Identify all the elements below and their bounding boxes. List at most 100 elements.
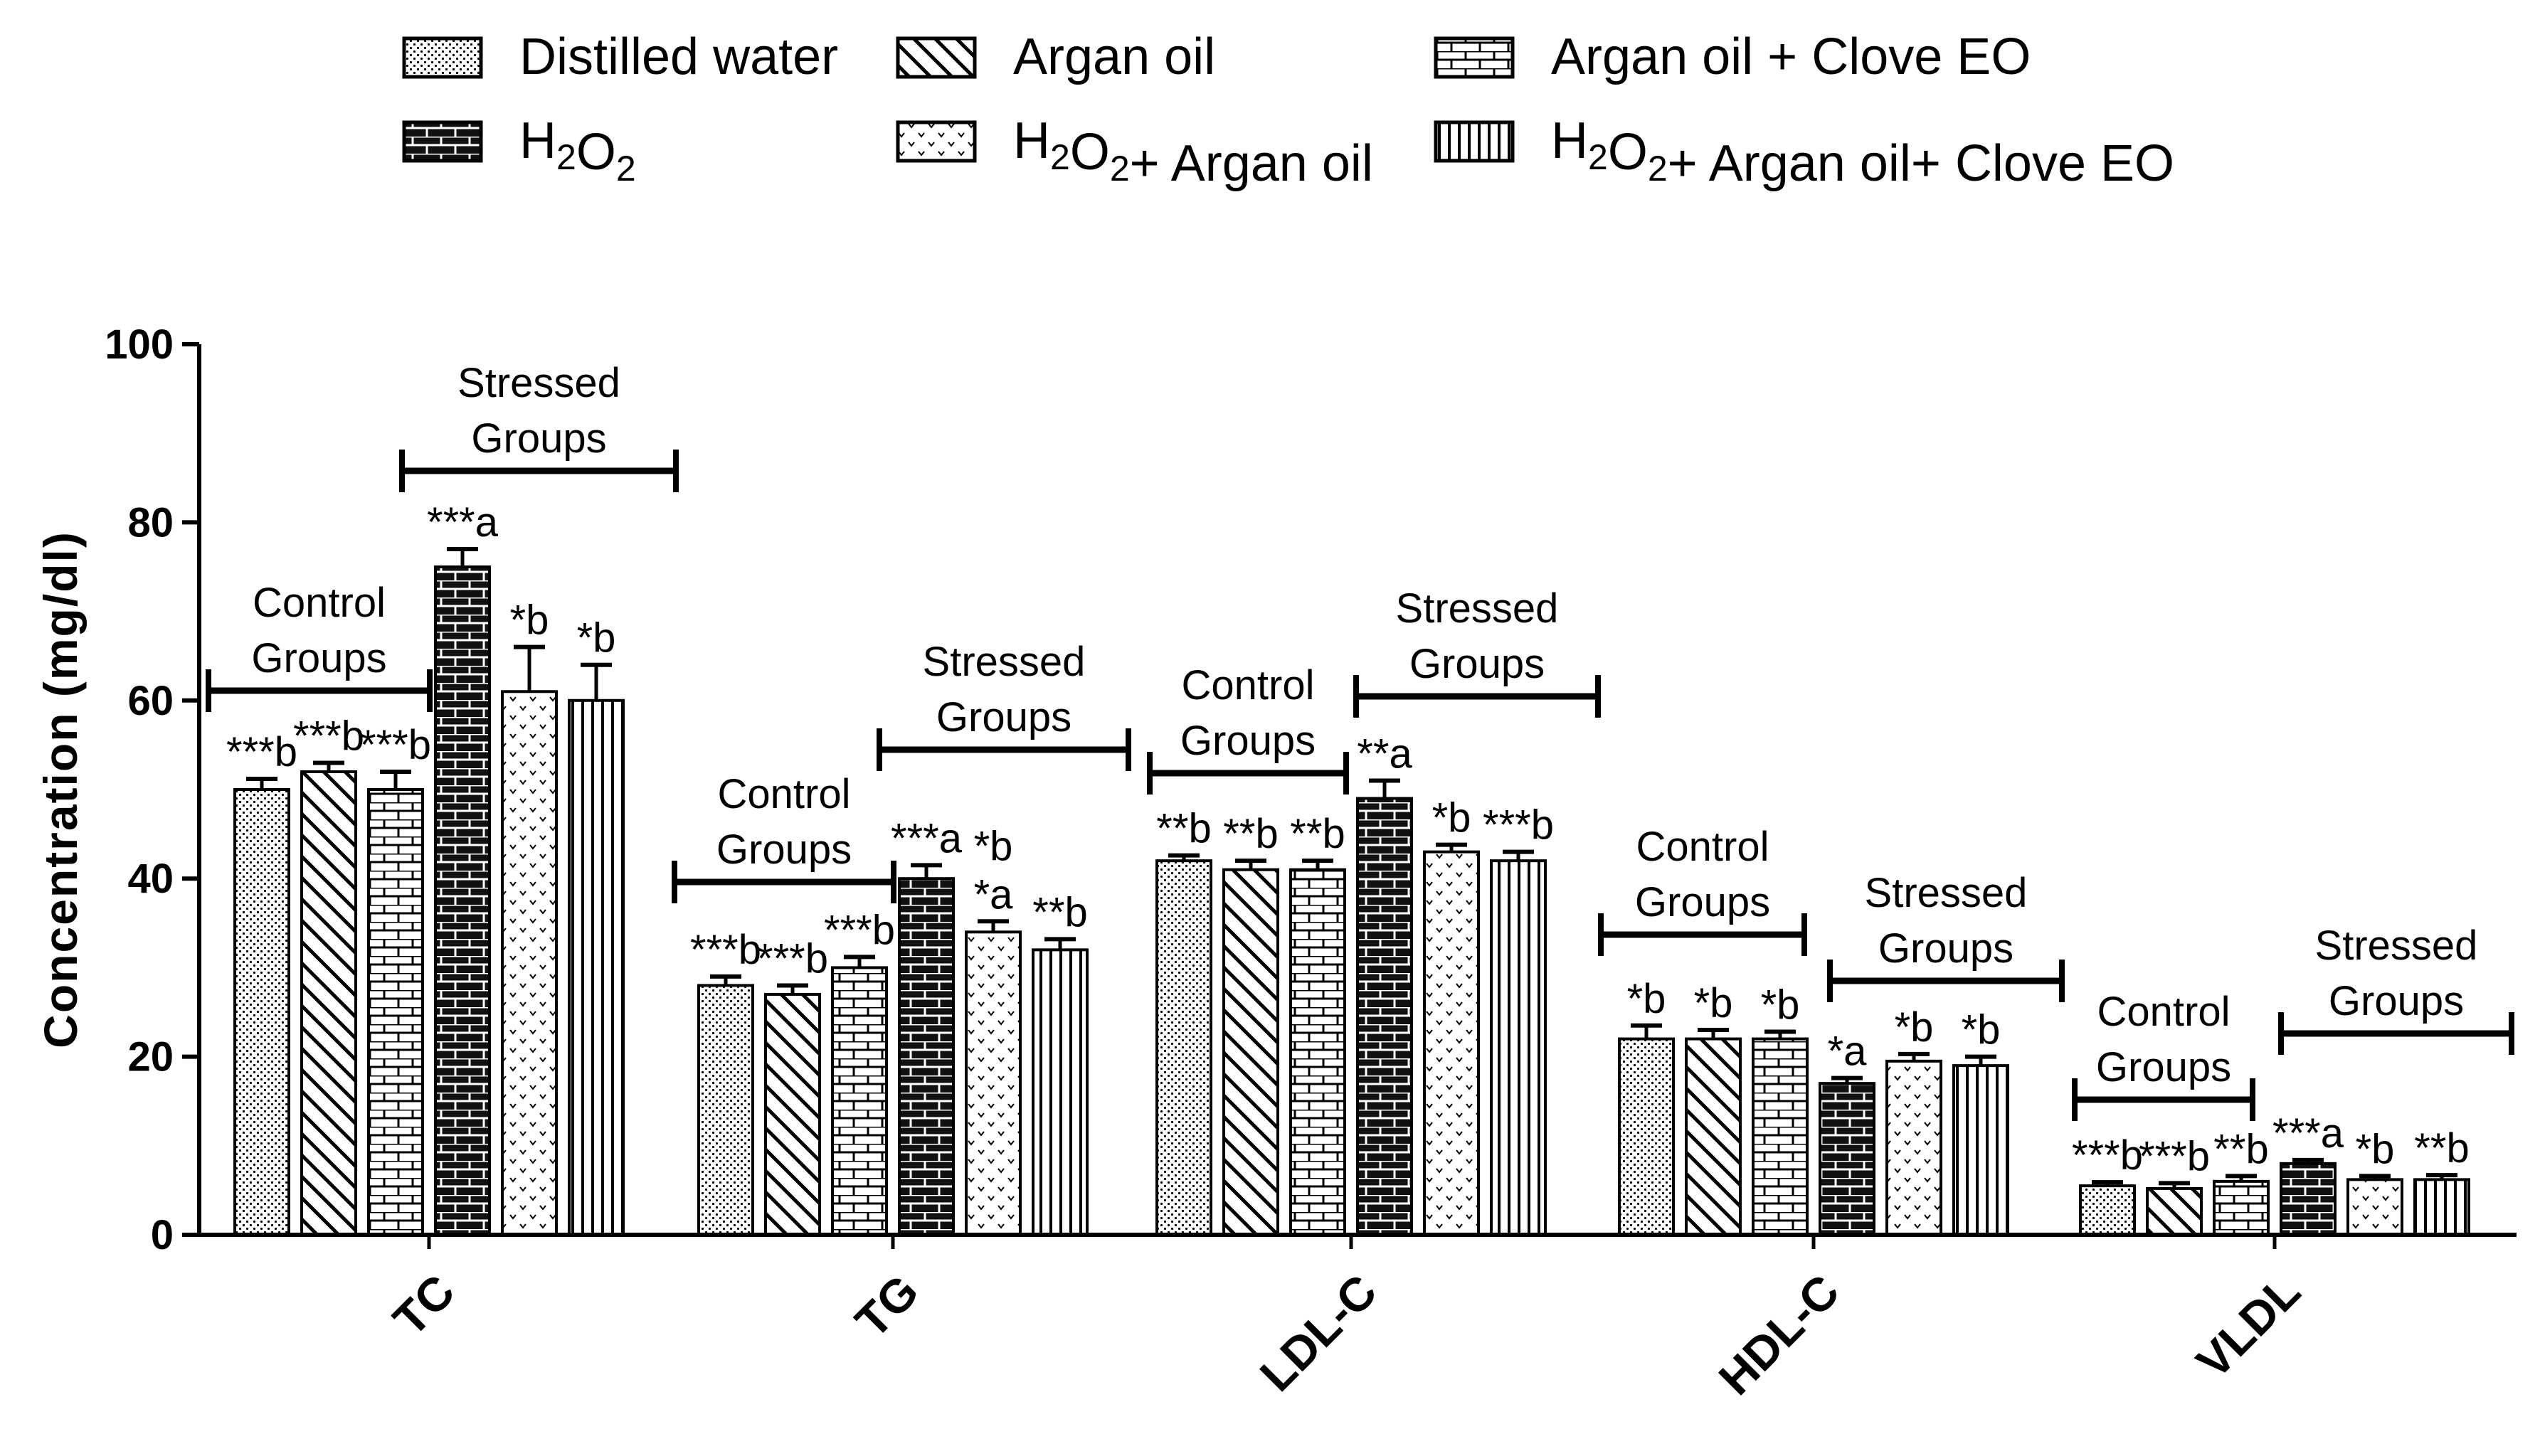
stressed-bracket-label: Stressed [923,639,1086,685]
control-bracket-label: Control [2097,989,2231,1035]
data-label: *b [1694,980,1733,1026]
data-label: **b [2213,1126,2268,1172]
data-label: *b [510,597,549,644]
control-bracket-label: Groups [2096,1044,2231,1090]
legend-swatch [896,36,977,79]
stressed-bracket-label: Stressed [1865,870,2028,916]
stressed-bracket-label: Stressed [2315,923,2478,969]
data-label: *b [2356,1126,2395,1172]
bar [1032,948,1089,1236]
bar [2280,1162,2337,1236]
data-label: ***b [2139,1133,2210,1179]
data-label: *a [1828,1029,1868,1075]
data-label: **b [2414,1125,2469,1171]
stressed-bracket-label: Groups [2329,978,2464,1024]
bar [2146,1186,2203,1236]
data-label: ***a [2272,1110,2344,1157]
data-label: **b [1156,806,1211,852]
data-label: ***b [293,713,364,759]
legend-label: H2O2 [519,112,636,188]
y-tick-label: 40 [127,856,174,902]
data-label: *b [1895,1004,1934,1051]
y-axis-label: Concentration (mg/dl) [34,531,87,1048]
bar [1752,1037,1809,1237]
x-tick-label: LDL-C [1250,1265,1387,1401]
legend-swatch [402,120,483,163]
bar [233,788,290,1236]
bar [300,770,357,1236]
data-label: ***b [360,722,431,768]
legend-label: Distilled water [519,28,838,85]
control-bracket-label: Control [1182,662,1315,708]
data-label: *a [974,871,1014,918]
stressed-bracket-label: Stressed [457,360,620,406]
data-label: *b [1432,795,1471,841]
control-bracket-label: Groups [251,635,386,681]
bar [568,698,625,1236]
legend-swatch [1434,36,1515,79]
data-label: **b [1290,811,1345,857]
data-label: *b [1627,976,1666,1022]
bar [2079,1184,2136,1237]
legend-label: Argan oil + Clove EO [1551,28,2031,85]
control-bracket-label: Control [1636,824,1769,870]
bar [898,877,955,1236]
bars: ***b***b**b*b***b***b***b**b*b***b***b**… [226,499,2470,1237]
bar [367,788,424,1236]
legend-swatch [1434,120,1515,163]
bar [1685,1037,1742,1237]
y-tick-label: 60 [127,678,174,724]
control-bracket-label: Groups [1180,718,1316,764]
data-label: ***b [757,935,828,982]
bar [965,930,1022,1236]
bar [1819,1082,1875,1237]
bar [1289,868,1346,1237]
data-label: ***b [2072,1132,2143,1179]
data-label: **b [1223,811,1278,857]
legend: Distilled water H2O2 Argan oil H2O2+ Argan … [402,28,2174,192]
data-label: *b [1761,982,1800,1029]
bar [2346,1178,2403,1236]
data-label-extra: *b [974,823,1013,869]
legend-label: H2O2+ Argan oil+ Clove EO [1551,112,2174,192]
x-tick-label: HDL-C [1708,1265,1848,1405]
group-brackets: Control Groups Stressed Groups Control Groups… [206,360,2514,1121]
legend-swatch [402,36,483,79]
bar [2213,1179,2270,1237]
data-label: **a [1357,730,1412,777]
control-bracket-label: Control [253,580,386,626]
bar [501,690,558,1236]
control-bracket-label: Groups [1635,879,1770,925]
bar [434,565,491,1236]
data-label: **b [1032,889,1087,935]
legend-label: H2O2+ Argan oil [1013,112,1373,192]
bar [764,992,821,1236]
bar [1952,1064,2009,1236]
x-tick-label: TG [845,1265,928,1348]
data-label: *b [577,615,616,661]
bar [1222,868,1279,1237]
bar [1885,1059,1942,1236]
x-tick-label: VLDL [2186,1265,2310,1388]
stressed-bracket-label: Groups [471,415,606,462]
data-label: ***b [690,927,761,973]
data-label: *b [1962,1007,2001,1053]
y-tick-label: 0 [151,1212,174,1258]
stressed-bracket-label: Groups [1409,641,1545,687]
x-tick-label: TC [383,1265,465,1346]
bar [2413,1178,2470,1236]
y-tick-label: 20 [127,1034,174,1080]
data-label: ***a [427,499,499,546]
y-tick-label: 80 [127,499,174,546]
data-label: ***b [1483,802,1554,849]
stressed-bracket-label: Stressed [1396,585,1559,632]
data-label: ***b [824,907,895,953]
bar [1356,797,1413,1236]
bar [831,966,888,1237]
legend-label: Argan oil [1013,28,1215,85]
stressed-bracket-label: Groups [936,694,1071,740]
bar [1155,859,1212,1237]
data-label: ***a [891,815,963,861]
bar [1490,859,1547,1237]
